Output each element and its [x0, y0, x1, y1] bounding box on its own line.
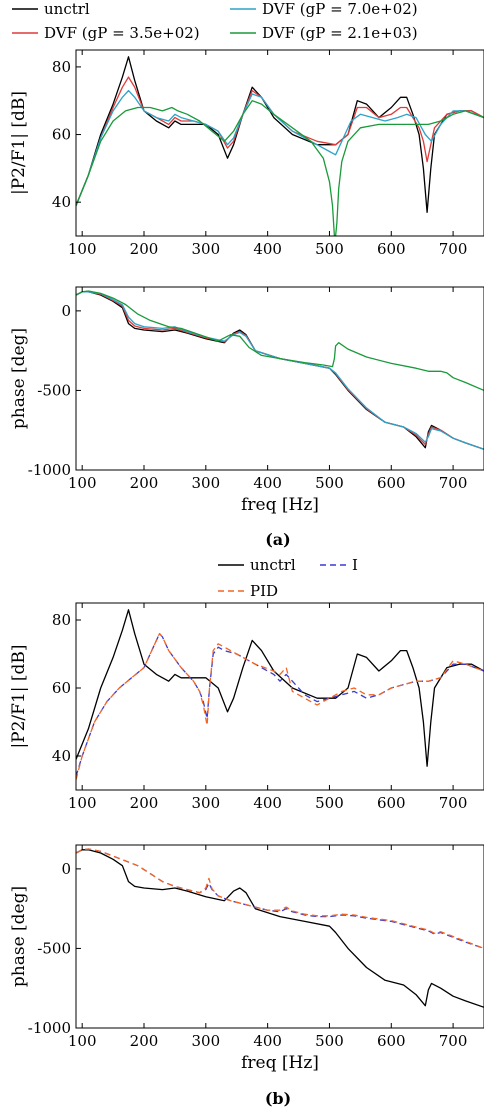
x-tick-label: 500 — [315, 240, 344, 258]
series-line-dvf-gp-7-0e-02- — [76, 291, 484, 450]
legend-label: I — [352, 556, 358, 574]
axes-frame — [75, 844, 484, 1029]
axes-frame — [75, 602, 484, 791]
chart-3: 100 200 300 400 500 600 700 40 60 80 |P2/F1| [dB] — [9, 602, 484, 812]
x-tick-label: 200 — [130, 1032, 159, 1050]
y-tick-label: -1000 — [28, 461, 71, 479]
panel-label-b: (b) — [265, 1089, 291, 1108]
legend-b: unctrl I PID — [218, 556, 358, 600]
series-line-unctrl — [76, 609, 484, 767]
series-group — [76, 848, 484, 1008]
x-tick-label: 200 — [130, 794, 159, 812]
x-tick-label: 600 — [377, 794, 406, 812]
x-tick-label: 600 — [377, 474, 406, 492]
y-axis-label: phase [deg] — [9, 886, 29, 987]
y-tick-label: 80 — [52, 611, 71, 629]
legend-item: I — [320, 556, 358, 574]
chart-2: 100 200 300 400 500 600 700 0 -500 -1000 phase [de… — [9, 286, 484, 515]
series-line-dvf-gp-2-1e-03- — [76, 100, 484, 236]
x-tick-label: 400 — [253, 474, 282, 492]
legend-label: DVF (gP = 3.5e+02) — [44, 24, 200, 42]
legend-label: unctrl — [44, 0, 90, 18]
x-tick-label: 700 — [439, 474, 468, 492]
x-axis-label: freq [Hz] — [241, 495, 319, 515]
axes-frame — [75, 286, 484, 471]
y-axis-label: phase [deg] — [9, 328, 29, 429]
y-tick-label: -500 — [37, 381, 71, 399]
series-line-i — [76, 848, 484, 950]
chart-1: 100 200 300 400 500 600 700 40 60 80 |P2/F1| [dB] — [9, 49, 484, 258]
y-tick-label: 0 — [61, 860, 71, 878]
series-group — [76, 609, 484, 780]
x-axis-label: freq [Hz] — [241, 1053, 319, 1073]
series-group — [76, 290, 484, 450]
x-tick-label: 100 — [68, 474, 97, 492]
y-tick-label: 0 — [61, 302, 71, 320]
x-tick-label: 200 — [130, 474, 159, 492]
x-tick-label: 600 — [377, 240, 406, 258]
legend-label: DVF (gP = 2.1e+03) — [262, 24, 418, 42]
series-line-pid — [76, 632, 484, 780]
legend-item: unctrl — [12, 0, 90, 18]
y-tick-label: 60 — [52, 126, 71, 144]
y-axis-label: |P2/F1| [dB] — [9, 644, 29, 748]
x-tick-label: 400 — [253, 794, 282, 812]
x-tick-label: 400 — [253, 1032, 282, 1050]
x-tick-label: 700 — [439, 1032, 468, 1050]
y-tick-label: 40 — [52, 747, 71, 765]
x-tick-label: 500 — [315, 474, 344, 492]
x-tick-label: 400 — [253, 240, 282, 258]
legend-item: DVF (gP = 2.1e+03) — [230, 24, 418, 42]
y-tick-label: -500 — [37, 939, 71, 957]
series-line-unctrl — [76, 849, 484, 1008]
series-line-dvf-gp-7-0e-02- — [76, 89, 484, 206]
panel-label-a: (a) — [265, 530, 291, 549]
chart-4: 100 200 300 400 500 600 700 0 -500 -1000 phase [de… — [9, 844, 484, 1073]
x-tick-label: 500 — [315, 794, 344, 812]
x-tick-label: 100 — [68, 794, 97, 812]
y-tick-label: 80 — [52, 58, 71, 76]
y-tick-label: -1000 — [28, 1019, 71, 1037]
x-tick-label: 300 — [191, 1032, 220, 1050]
x-tick-label: 200 — [130, 240, 159, 258]
legend-item: PID — [218, 582, 278, 600]
x-tick-label: 100 — [68, 240, 97, 258]
legend-item: DVF (gP = 3.5e+02) — [12, 24, 200, 42]
y-tick-label: 40 — [52, 193, 71, 211]
y-tick-label: 60 — [52, 679, 71, 697]
axes-frame — [75, 49, 484, 237]
x-tick-label: 600 — [377, 1032, 406, 1050]
x-tick-label: 700 — [439, 794, 468, 812]
x-tick-label: 500 — [315, 1032, 344, 1050]
series-line-pid — [76, 848, 484, 950]
legend-item: DVF (gP = 7.0e+02) — [230, 0, 418, 18]
x-tick-label: 300 — [191, 474, 220, 492]
legend-label: DVF (gP = 7.0e+02) — [262, 0, 418, 18]
series-line-i — [76, 632, 484, 777]
x-tick-label: 100 — [68, 1032, 97, 1050]
legend-item: unctrl — [218, 556, 296, 574]
legend-label: PID — [250, 582, 278, 600]
legend-label: unctrl — [250, 556, 296, 574]
series-line-dvf-gp-2-1e-03- — [76, 290, 484, 391]
x-tick-label: 300 — [191, 240, 220, 258]
series-group — [76, 56, 484, 236]
x-tick-label: 300 — [191, 794, 220, 812]
legend-a: unctrl DVF (gP = 3.5e+02) DVF (gP = 7.0e+0… — [12, 0, 418, 42]
x-tick-label: 700 — [439, 240, 468, 258]
series-line-dvf-gp-3-5e-02- — [76, 76, 484, 206]
y-axis-label: |P2/F1| [dB] — [9, 91, 29, 195]
series-line-unctrl — [76, 56, 484, 213]
